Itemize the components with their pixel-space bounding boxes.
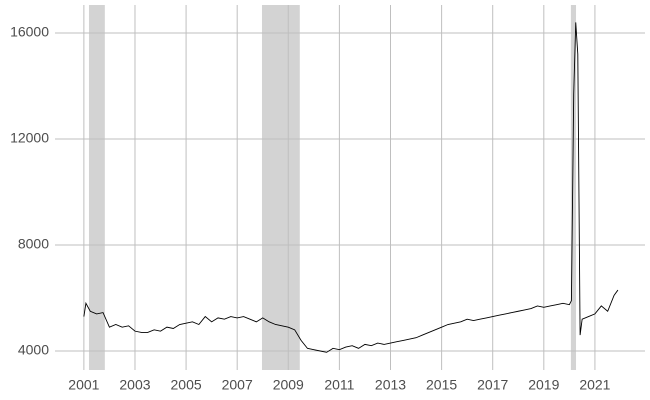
- recession-band: [570, 5, 577, 370]
- recession-band: [88, 5, 105, 370]
- x-tick-label: 2009: [273, 377, 304, 393]
- x-tick-label: 2013: [375, 377, 406, 393]
- x-tick-label: 2007: [222, 377, 253, 393]
- x-tick-label: 2021: [579, 377, 610, 393]
- x-tick-label: 2017: [477, 377, 508, 393]
- shade-layer: [88, 5, 577, 370]
- mark-layer: [83, 22, 619, 353]
- x-tick-label: 2003: [119, 377, 150, 393]
- y-tick-label: 4000: [18, 342, 49, 358]
- x-tick-label: 2019: [528, 377, 559, 393]
- grid-layer: [55, 5, 645, 370]
- y-tick-label: 8000: [18, 236, 49, 252]
- recession-band: [261, 5, 300, 370]
- x-tick-label: 2015: [426, 377, 457, 393]
- x-tick-label: 2011: [324, 377, 354, 393]
- x-tick-label: 2005: [171, 377, 202, 393]
- y-tick-label: 16000: [10, 24, 49, 40]
- y-tick-label: 12000: [10, 130, 49, 146]
- data-line: [83, 22, 619, 353]
- x-tick-label: 2001: [68, 377, 99, 393]
